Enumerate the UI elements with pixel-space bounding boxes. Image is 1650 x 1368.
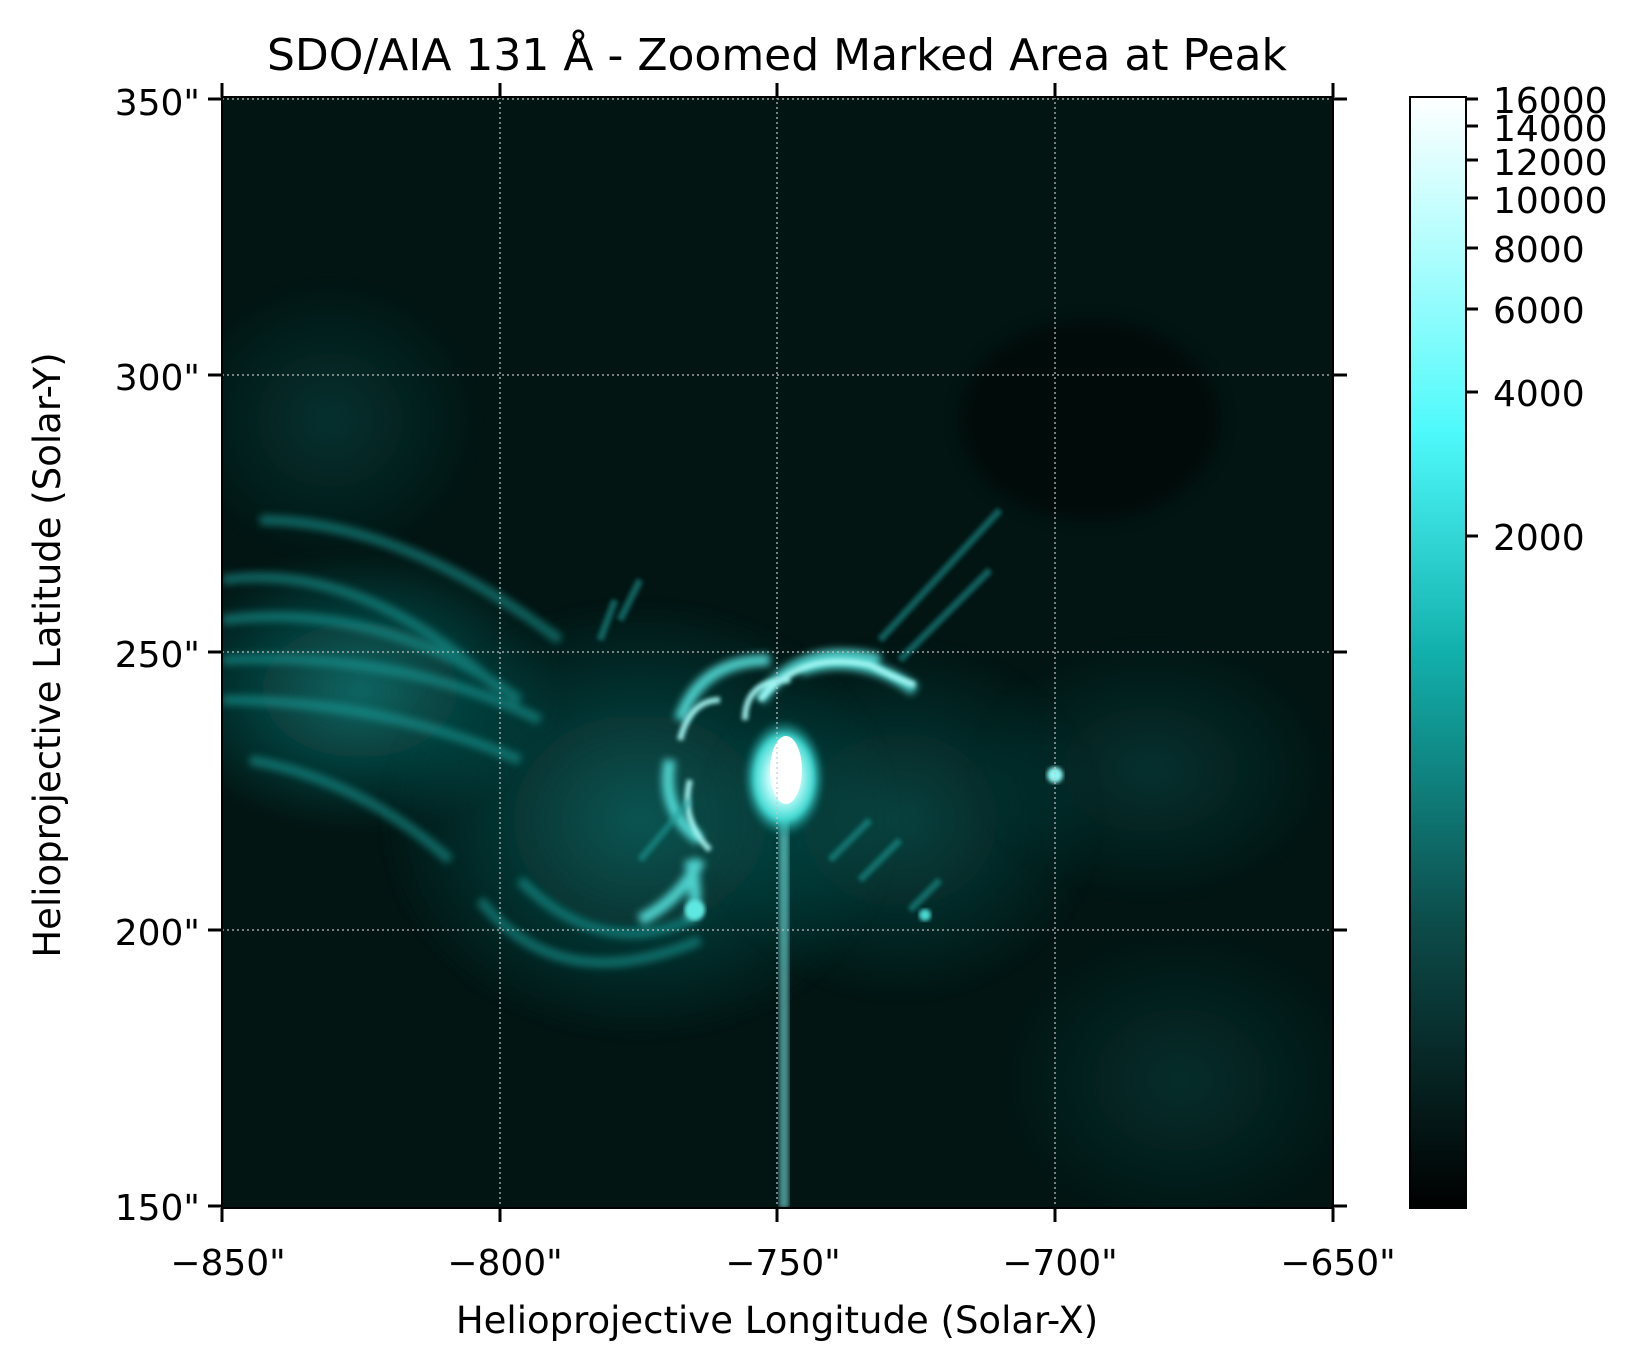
x-tick-label: −800" [447, 1243, 562, 1284]
colorbar-tick-label: 8000 [1493, 230, 1585, 271]
colorbar-tick-label: 12000 [1493, 143, 1608, 184]
colorbar-tick-label: 16000 [1493, 81, 1608, 122]
colorbar-tick-label: 4000 [1493, 374, 1585, 415]
y-tick-label: 300" [115, 358, 200, 399]
y-axis-label: Helioprojective Latitude (Solar-Y) [26, 352, 69, 957]
x-tick-label: −750" [725, 1243, 840, 1284]
solar-image [222, 97, 1333, 1208]
x-axis-label: Helioprojective Longitude (Solar-X) [456, 1299, 1098, 1342]
x-tick-label: −650" [1280, 1243, 1395, 1284]
colorbar-tick-label: 10000 [1493, 181, 1608, 222]
colorbar-tick-label: 2000 [1493, 518, 1585, 559]
colorbar-tick-label: 6000 [1493, 291, 1585, 332]
colorbar-tick-label: 14000 [1493, 109, 1608, 150]
y-tick-label: 200" [115, 913, 200, 954]
y-tick-label: 150" [115, 1188, 200, 1229]
x-ticks [220, 83, 1335, 1222]
y-tick-label: 250" [115, 635, 200, 676]
x-tick-label: −850" [170, 1243, 285, 1284]
grid-lines [222, 97, 1333, 1208]
y-ticks [208, 97, 1347, 1208]
y-tick-label: 350" [115, 83, 200, 124]
figure-title: SDO/AIA 131 Å - Zoomed Marked Area at Pe… [267, 28, 1288, 81]
colorbar: 16000 14000 12000 10000 8000 6000 4000 2… [1409, 81, 1608, 1209]
x-tick-label: −700" [1002, 1243, 1117, 1284]
